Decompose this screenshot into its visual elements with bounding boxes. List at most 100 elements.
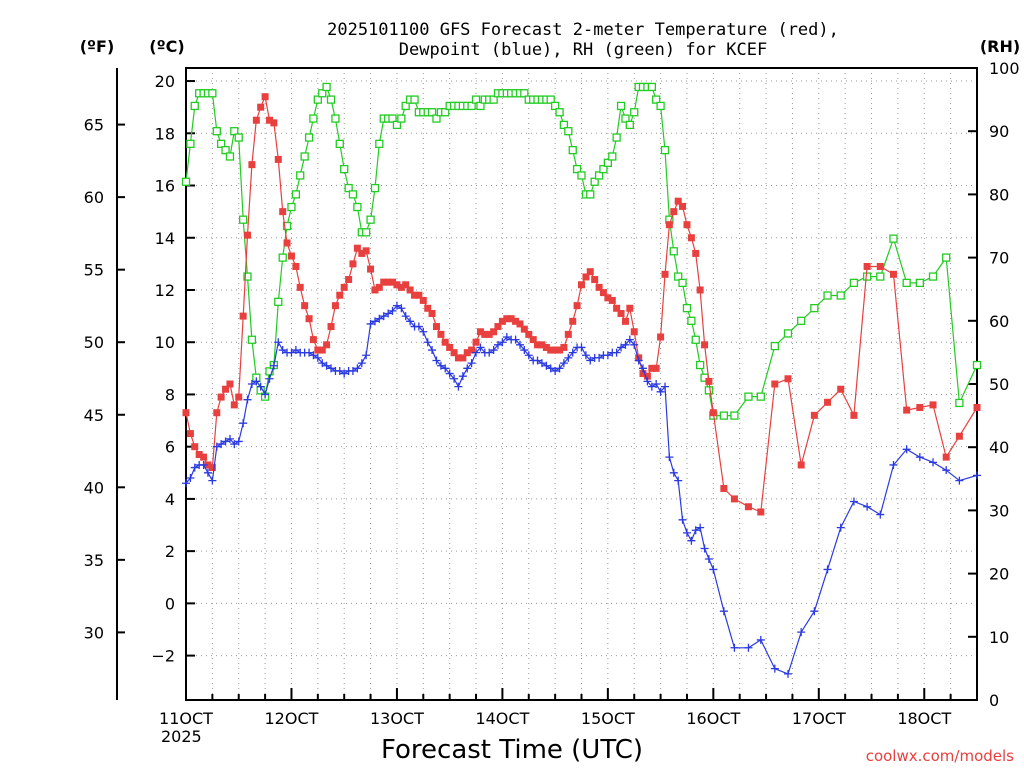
dewpoint-point [849,497,858,506]
temperature-point [367,265,375,273]
rh-point [239,215,248,224]
dewpoint-point [366,319,375,328]
rh-point [902,278,911,288]
dewpoint-point [823,565,832,574]
dewpoint-point [770,664,779,673]
dewpoint-point [221,437,230,446]
temperature-point [757,508,765,516]
temperature-point [512,317,520,325]
dewpoint-point [379,312,388,321]
x-tick-label: 12OCT [265,709,319,728]
temperature-point [371,286,379,294]
temperature-point [599,289,607,297]
x-tick-label: 11OCT [159,709,213,728]
temperature-point [503,315,511,323]
dewpoint-point [546,364,555,373]
rh-point [282,221,292,231]
temperature-point [191,443,199,451]
temperature-point [507,315,515,323]
temperature-point [331,302,339,310]
fahrenheit-tick-label: 50 [84,333,104,352]
temperature-point [182,409,190,417]
rh-point [427,108,437,117]
temperature-point [591,276,599,284]
temperature-point [402,281,410,289]
dewpoint-point [247,380,256,388]
temperature-point [437,330,445,338]
celsius-tick-label: −2 [151,647,175,666]
dewpoint-point [436,361,445,370]
temperature-point [665,221,673,229]
rh-point [955,398,964,408]
rh-point [326,95,336,104]
rh-point [216,139,226,148]
x-tick-label: 14OCT [475,709,529,728]
temperature-point [213,409,221,417]
dewpoint-point [744,643,753,652]
temperature-point [520,325,528,333]
dewpoint-point [217,440,226,449]
dewpoint-point [305,348,314,357]
dewpoint-point [516,340,525,349]
rh-point [300,152,309,161]
rh-point [471,95,481,104]
dewpoint-point [313,353,322,362]
temperature-point [327,323,335,331]
temperature-point [243,231,251,239]
rh-point [441,108,450,117]
rh-point [876,272,885,281]
temperature-point [362,247,370,255]
dewpoint-point [199,460,208,469]
temperature-point [578,281,585,289]
dewpoint-point [555,364,564,373]
temperature-point [542,343,550,351]
dewpoint-point [709,565,718,574]
dewpoint-point [353,364,362,373]
rh-point [559,120,569,130]
temperature-point [569,317,577,325]
rh-point [836,291,845,300]
temperature-point [441,338,449,346]
dewpoint-point [322,361,331,370]
rh-point [889,234,898,243]
rh-point [616,101,626,111]
rh-point [783,329,793,338]
temperature-point [279,208,287,216]
dewpoint-point [942,466,951,475]
celsius-unit-label: (ºC) [149,37,184,56]
dewpoint-point [784,669,793,678]
rh-point [586,190,595,199]
dewpoint-point [212,442,221,451]
rh-point [797,316,806,325]
temperature-point [208,464,216,472]
rh-point [669,247,678,256]
temperature-point [643,372,651,380]
temperature-point [424,304,432,312]
temperature-point [305,315,313,323]
temperature-point [301,302,309,310]
rh-point [366,215,375,224]
fahrenheit-tick-label: 30 [84,623,104,642]
dewpoint-point [586,356,595,365]
dewpoint-point [595,353,604,362]
temperature-point [529,336,537,344]
x-tick-label: 15OCT [581,709,635,728]
rh-point [599,164,608,174]
rh-point [691,335,700,344]
dewpoint-point [652,380,661,388]
temperature-point [525,330,533,338]
rh-tick-label: 10 [989,628,1009,647]
dewpoint-point [265,374,274,383]
rh-point [221,146,230,155]
rh-point [230,127,239,136]
temperature-point [797,461,805,469]
temperature-point [476,328,484,336]
dewpoint-point [691,526,700,535]
temperature-point [415,291,423,299]
temperature-point [296,283,304,291]
rh-point [340,164,349,174]
rh-point [630,108,639,117]
dewpoint-point [388,306,397,315]
rh-tick-label: 40 [989,438,1009,457]
